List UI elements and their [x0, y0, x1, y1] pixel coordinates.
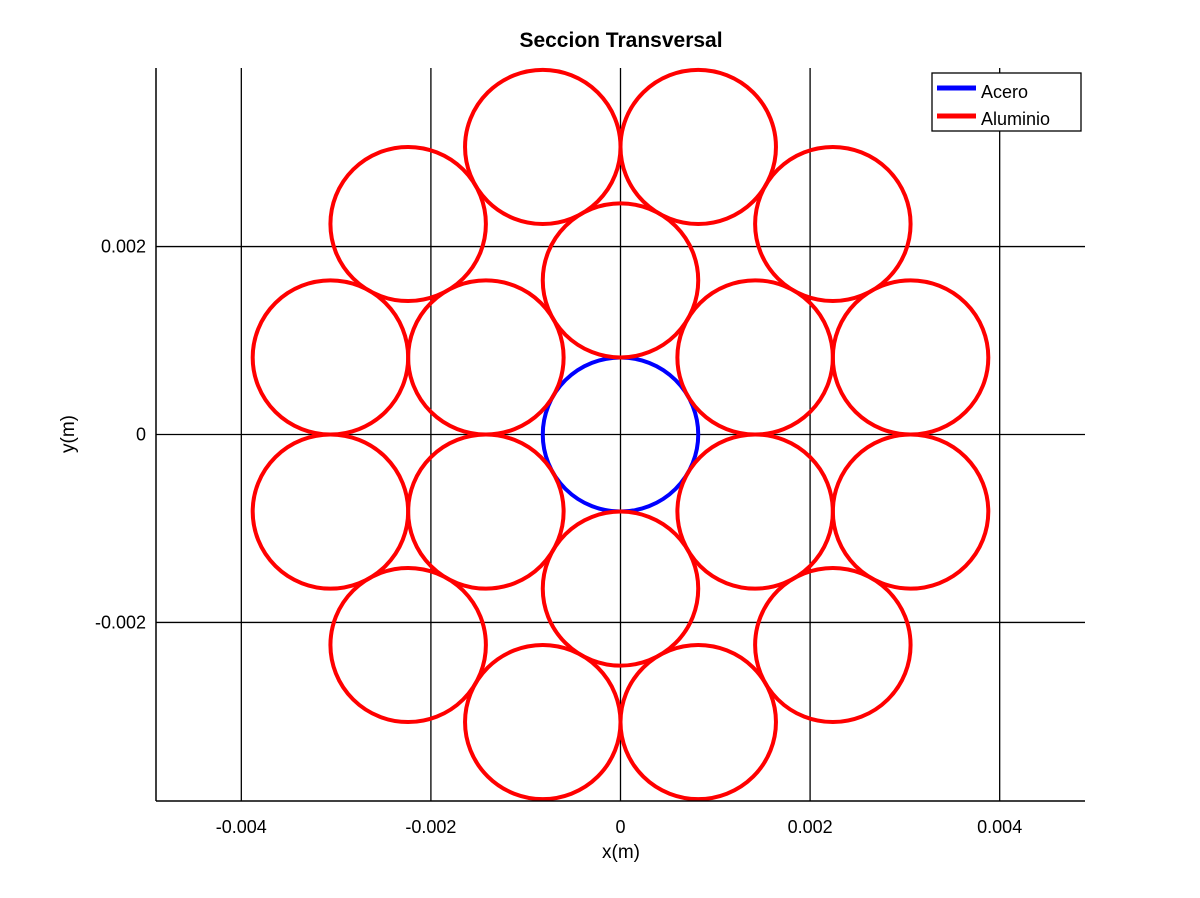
- aluminio-circle-15: [250, 278, 411, 437]
- aluminio-circle-0: [540, 201, 701, 360]
- x-tick-label-3: 0.002: [788, 817, 833, 837]
- y-tick-label-0: -0.002: [95, 612, 146, 632]
- aluminio-circle-7: [753, 144, 913, 304]
- axes: [155, 68, 1085, 802]
- aluminio-circle-12: [463, 643, 623, 802]
- tick-labels: -0.004 -0.002 0 0.002 0.004 -0.002 0 0.002: [95, 237, 1022, 837]
- legend-label-acero: Acero: [981, 82, 1028, 102]
- aluminio-circle-16: [328, 144, 488, 304]
- y-tick-label-1: 0: [136, 425, 146, 445]
- aluminio-circle-14: [250, 432, 411, 591]
- x-tick-label-4: 0.004: [977, 817, 1022, 837]
- x-axis-label: x(m): [602, 842, 640, 863]
- aluminio-circle-9: [830, 432, 991, 591]
- y-tick-label-2: 0.002: [101, 237, 146, 257]
- x-tick-label-2: 0: [615, 817, 625, 837]
- x-tick-label-1: -0.002: [405, 817, 456, 837]
- aluminio-circle-10: [753, 565, 913, 725]
- chart-title: Seccion Transversal: [519, 29, 722, 52]
- aluminio-circle-13: [328, 565, 488, 725]
- legend: Acero Aluminio: [931, 72, 1082, 132]
- aluminio-circle-8: [830, 278, 991, 437]
- aluminio-circle-6: [618, 67, 778, 226]
- y-axis-label: y(m): [58, 415, 79, 453]
- aluminio-circle-17: [463, 67, 623, 226]
- aluminio-circle-11: [618, 643, 778, 802]
- aluminio-circle-3: [540, 509, 701, 668]
- x-tick-label-0: -0.004: [216, 817, 267, 837]
- grid-lines: [156, 68, 1085, 801]
- plot-area: [250, 67, 991, 802]
- legend-label-aluminio: Aluminio: [981, 109, 1050, 129]
- legend-box: [931, 72, 1082, 132]
